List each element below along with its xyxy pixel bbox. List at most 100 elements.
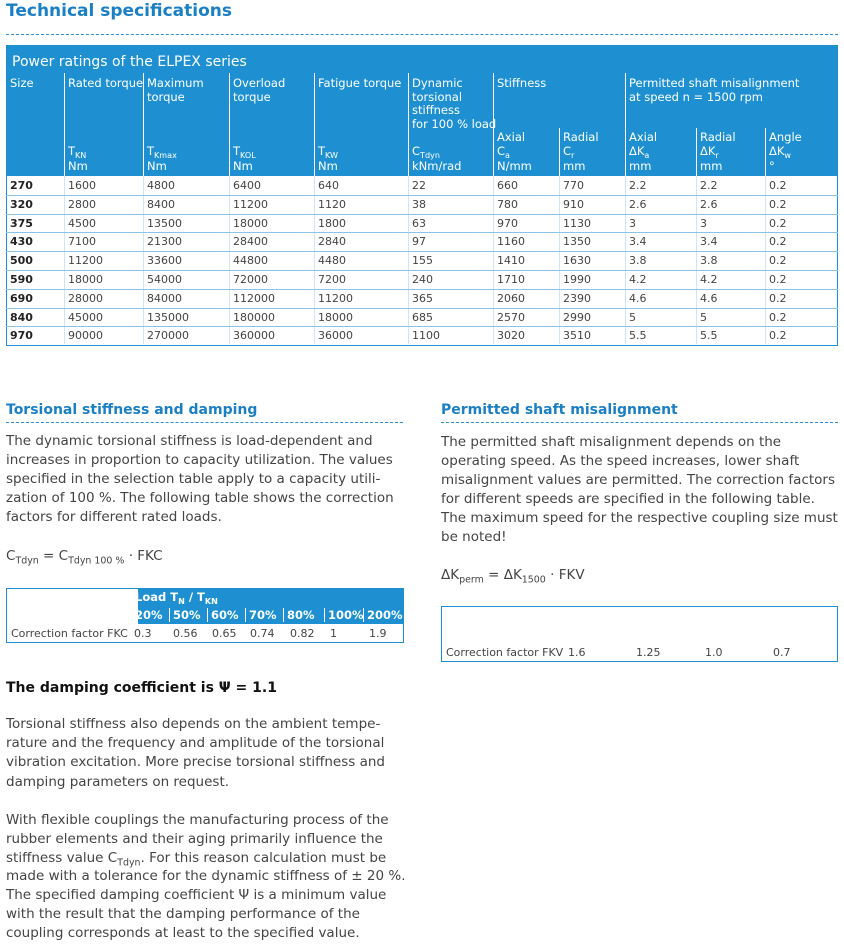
- table-cell: 0.65: [212, 627, 237, 640]
- table-cell: 7200: [318, 273, 346, 286]
- table-header-bg: [6, 45, 838, 176]
- column-separator: [324, 608, 325, 622]
- table-cell: 770: [563, 179, 584, 192]
- paragraph-line: with the result that the damping perform…: [6, 906, 360, 922]
- row-header: 270: [10, 179, 33, 192]
- text-part: C: [563, 144, 572, 158]
- table-cell: 1.25: [636, 646, 661, 659]
- table-cell: 1410: [497, 254, 525, 268]
- table-cell: 2.2: [629, 179, 647, 192]
- column-symbol: TKN: [68, 145, 87, 160]
- table-cell: 4480: [318, 254, 346, 268]
- table-cell: 910: [563, 197, 584, 211]
- column-symbol: TKW: [318, 145, 338, 159]
- column-separator: [229, 176, 230, 344]
- table-cell: 5: [700, 310, 707, 324]
- subscript: perm: [459, 574, 484, 586]
- row-header: 840: [10, 310, 33, 324]
- table-cell: 7100: [68, 235, 96, 249]
- paragraph-line: The permitted shaft misalignment depends…: [441, 434, 782, 450]
- table-cell: 2990: [563, 310, 591, 324]
- column-header: 70%: [249, 608, 277, 622]
- page-title: Technical specifications: [6, 1, 232, 21]
- text-part: ΔK: [769, 144, 785, 158]
- table-header-bg: [138, 588, 404, 624]
- text-part: C: [6, 548, 16, 564]
- table-cell: 0.2: [769, 179, 787, 192]
- row-separator: [6, 251, 838, 253]
- table-cell: 1710: [497, 273, 525, 286]
- column-subheader: Axial: [629, 130, 658, 144]
- column-header: Maximum: [147, 76, 204, 90]
- table-cell: 1.9: [369, 627, 387, 640]
- table-cell: 0.82: [290, 627, 315, 640]
- subscript: 1500: [521, 574, 546, 586]
- text-part: / T: [184, 590, 205, 604]
- table-cell: 0.7: [773, 646, 791, 659]
- column-header: 200%: [367, 608, 403, 622]
- table-cell: 1120: [318, 197, 346, 211]
- column-separator: [169, 608, 170, 622]
- subscript: KN: [75, 150, 87, 160]
- formula: ΔKperm = ΔK1500 · FKV: [441, 568, 585, 586]
- text-part: · FKC: [124, 548, 163, 564]
- column-symbol: ΔKr: [700, 145, 719, 159]
- table-cell: 33600: [147, 254, 182, 268]
- table-cell: 18000: [68, 273, 103, 286]
- column-separator: [64, 73, 65, 176]
- table-cell: 6400: [233, 179, 261, 192]
- column-symbol: TKOL: [233, 145, 256, 160]
- column-separator: [765, 128, 766, 176]
- row-header: Correction factor FKV: [446, 646, 564, 659]
- table-cell: 3: [700, 216, 707, 230]
- column-subheader: Axial: [497, 130, 526, 144]
- row-separator: [6, 194, 838, 196]
- table-cell: 54000: [147, 273, 182, 286]
- column-symbol: ΔKa: [629, 145, 649, 159]
- table-cell: 22: [412, 179, 426, 192]
- table-cell: 3.8: [629, 254, 647, 268]
- column-separator: [314, 176, 315, 344]
- column-separator: [283, 608, 284, 622]
- divider: [6, 34, 838, 35]
- subscript: r: [571, 150, 575, 160]
- column-header: stiffness: [412, 103, 460, 117]
- column-header: Stiffness: [497, 76, 547, 90]
- table-cell: 4.2: [629, 273, 647, 286]
- column-header: Overload: [233, 76, 286, 90]
- column-separator: [493, 176, 494, 344]
- column-separator: [700, 627, 701, 641]
- row-header: 375: [10, 216, 33, 230]
- table-cell: 45000: [68, 310, 103, 324]
- table-cell: 1160: [497, 235, 525, 249]
- subscript: KOL: [240, 150, 256, 160]
- row-separator: [6, 232, 838, 234]
- table-cell: 84000: [147, 291, 182, 305]
- row-separator: [6, 213, 838, 215]
- column-separator: [363, 608, 364, 622]
- table-cell: 1100: [412, 329, 440, 343]
- column-header: Permitted shaft misalignment: [629, 76, 800, 90]
- paragraph-line: damping parameters on request.: [6, 773, 230, 790]
- paragraph-line: operating speed. As the speed increases,…: [441, 453, 800, 469]
- row-header: 690: [10, 291, 33, 305]
- column-subheader: Radial: [563, 130, 599, 144]
- table-cell: 970: [497, 216, 518, 230]
- subscript: KN: [204, 596, 218, 606]
- paragraph-line: for different speeds are specified in th…: [441, 491, 815, 507]
- column-header: 80%: [287, 608, 315, 622]
- table-cell: 4800: [147, 179, 175, 192]
- table-cell: 3510: [563, 329, 591, 343]
- table-cell: 1350: [563, 235, 591, 249]
- table-cell: 112000: [233, 291, 275, 305]
- row-header: 500: [10, 254, 33, 268]
- row-header: 430: [10, 235, 33, 249]
- column-header: 3000: [772, 627, 805, 641]
- text-part: Load T: [135, 590, 179, 604]
- column-unit: Nm: [233, 159, 253, 173]
- column-unit: kNm/rad: [412, 159, 462, 173]
- row-separator: [6, 270, 838, 271]
- column-subheader: Radial: [700, 130, 736, 144]
- table-cell: 1130: [563, 216, 591, 230]
- paragraph-line: increases in proportion to capacity util…: [6, 452, 393, 468]
